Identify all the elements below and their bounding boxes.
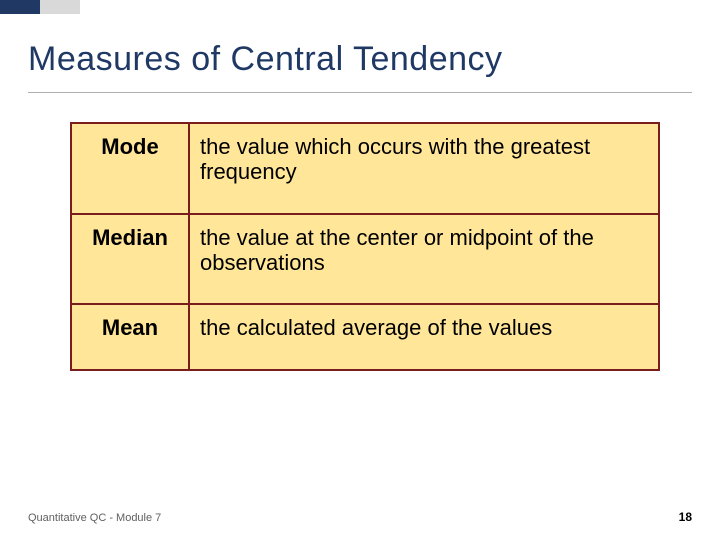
title-underline	[28, 92, 692, 93]
def-cell-mode: the value which occurs with the greatest…	[189, 123, 659, 214]
term-cell-mode: Mode	[71, 123, 189, 214]
accent-segment-dark	[0, 0, 40, 14]
table-row: Mean the calculated average of the value…	[71, 304, 659, 370]
table-row: Median the value at the center or midpoi…	[71, 214, 659, 305]
table-row: Mode the value which occurs with the gre…	[71, 123, 659, 214]
term-cell-mean: Mean	[71, 304, 189, 370]
definitions-table: Mode the value which occurs with the gre…	[70, 122, 660, 371]
footer-module-label: Quantitative QC - Module 7	[28, 512, 161, 524]
term-cell-median: Median	[71, 214, 189, 305]
top-accent-bar	[0, 0, 720, 14]
footer-page-number: 18	[679, 510, 692, 524]
accent-segment-white	[80, 0, 120, 14]
accent-segment-light	[40, 0, 80, 14]
slide-title: Measures of Central Tendency	[28, 40, 503, 79]
def-cell-median: the value at the center or midpoint of t…	[189, 214, 659, 305]
def-cell-mean: the calculated average of the values	[189, 304, 659, 370]
